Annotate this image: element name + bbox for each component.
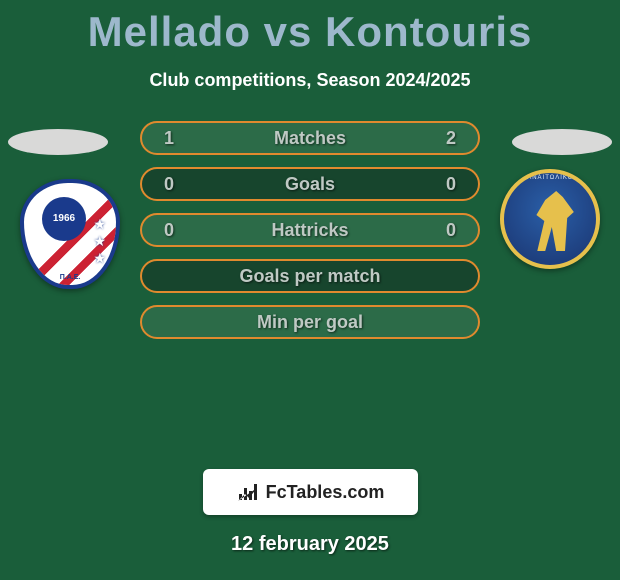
stat-left-value: 1 — [160, 128, 178, 149]
stat-pill: 1Matches2 — [140, 121, 480, 155]
stat-label: Hattricks — [178, 220, 442, 241]
snapshot-date: 12 february 2025 — [0, 533, 620, 556]
stat-right-value: 0 — [442, 174, 460, 195]
stat-pill: Goals per match — [140, 259, 480, 293]
stat-pill: 0Goals0 — [140, 167, 480, 201]
stat-label: Matches — [178, 128, 442, 149]
crest-left-year: 1966 — [42, 197, 86, 241]
brand-badge: FcTables.com — [203, 469, 418, 515]
chart-icon — [236, 480, 260, 504]
crest-left-stars: ★★★ — [93, 216, 106, 267]
stat-right-value: 2 — [442, 128, 460, 149]
stat-pill-list: 1Matches20Goals00Hattricks0Goals per mat… — [140, 121, 480, 351]
stat-label: Min per goal — [178, 312, 442, 333]
player-right-ellipse — [512, 129, 612, 155]
stat-left-value: 0 — [160, 220, 178, 241]
crest-left-text: Π.Α.Ε. — [24, 274, 116, 281]
stat-label: Goals per match — [178, 266, 442, 287]
shield-right-icon: ΠΑΝΑΙΤΩΛΙΚΟΣ — [500, 169, 600, 269]
stat-right-value: 0 — [442, 220, 460, 241]
subtitle: Club competitions, Season 2024/2025 — [0, 70, 620, 91]
shield-left-icon: 1966 ★★★ Π.Α.Ε. — [20, 179, 120, 289]
comparison-arena: 1966 ★★★ Π.Α.Ε. ΠΑΝΑΙΤΩΛΙΚΟΣ 1Matches20G… — [0, 109, 620, 469]
team-right-crest: ΠΑΝΑΙΤΩΛΙΚΟΣ — [500, 169, 600, 279]
stat-label: Goals — [178, 174, 442, 195]
brand-text: FcTables.com — [266, 482, 385, 503]
player-left-ellipse — [8, 129, 108, 155]
team-left-crest: 1966 ★★★ Π.Α.Ε. — [20, 179, 120, 289]
stat-left-value: 0 — [160, 174, 178, 195]
crest-right-text: ΠΑΝΑΙΤΩΛΙΚΟΣ — [504, 175, 596, 181]
page-title: Mellado vs Kontouris — [0, 0, 620, 56]
stat-pill: 0Hattricks0 — [140, 213, 480, 247]
stat-pill: Min per goal — [140, 305, 480, 339]
